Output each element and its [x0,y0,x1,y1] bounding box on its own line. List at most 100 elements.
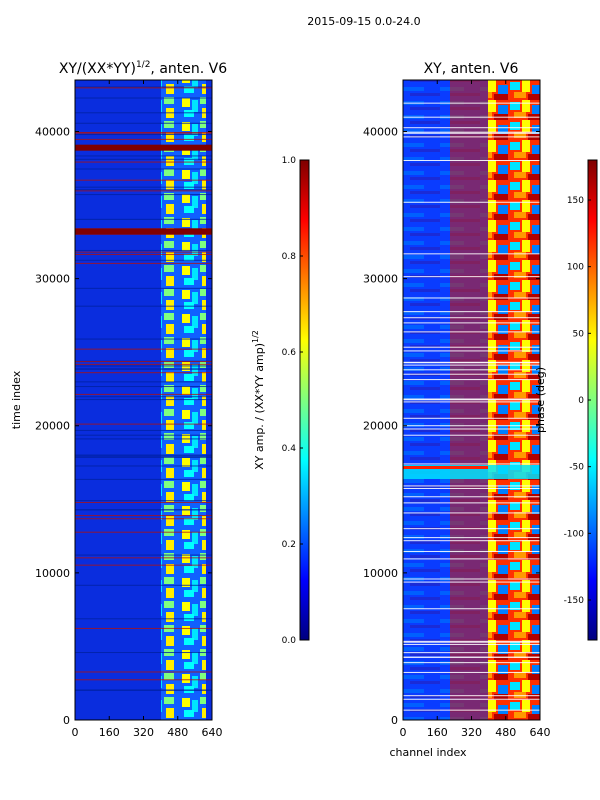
phase-row-line [403,540,540,542]
phase-colorbar-tick-label: 150 [567,196,584,206]
phase-y-tick-label: 0 [391,714,398,727]
amplitude-colorbar-ticks: 0.0 0.2 0.4 0.6 0.8 1.0 [282,156,303,646]
amplitude-row-line [75,249,212,251]
phase-colorbar-ticks: -150 -100 -50 0 50 100 150 [564,196,591,606]
amplitude-row-line [75,423,212,425]
phase-row-line [403,350,540,352]
amplitude-row-line [75,287,212,289]
phase-row-line [403,656,540,658]
phase-row-line [403,578,540,580]
amplitude-row-line [75,627,212,629]
phase-row-line [403,640,540,642]
phase-row-line [403,550,540,552]
phase-row-line [403,417,540,419]
phase-row-line [403,485,540,487]
phase-row-line [403,362,540,364]
amplitude-y-tick-label: 20000 [35,420,70,433]
phase-row-line [403,364,540,366]
phase-x-tick-label: 0 [400,726,407,739]
phase-y-tick-label: 30000 [363,273,398,286]
phase-colorbar-tick-label: 0 [578,396,584,406]
phase-row-line [403,311,540,313]
phase-colorbar-tick-label: 100 [567,263,584,273]
phase-y-tick-label: 40000 [363,125,398,138]
amplitude-y-tick-label: 0 [63,714,70,727]
phase-row-line [403,127,540,129]
amplitude-row-line [75,454,212,456]
amplitude-x-tick-label: 640 [202,726,223,739]
amplitude-row-line [75,338,212,340]
phase-row-line [403,398,540,400]
phase-row-line [403,662,540,664]
phase-xlabel: channel index [389,746,467,759]
amplitude-row-line [75,557,212,559]
phase-colorbar-tick-label: 50 [573,329,585,339]
amplitude-row-line [75,429,212,431]
phase-row-line [403,102,540,104]
amplitude-row-line [75,368,212,370]
amplitude-y-ticks: 0 10000 20000 30000 40000 [35,125,212,727]
amplitude-row-line [75,131,212,133]
phase-row-line [403,709,540,711]
amplitude-row-line [75,259,212,261]
phase-panel-title: XY, anten. V6 [424,61,519,77]
amplitude-row-line [75,399,212,401]
amplitude-row-line [75,438,212,440]
phase-row-line [403,537,540,539]
amplitude-row-line [75,361,212,363]
amplitude-row-line [75,501,212,503]
phase-heatmap [403,80,540,720]
amplitude-row-line [75,518,212,520]
amplitude-colorbar-tick-label: 0.6 [282,348,297,358]
amplitude-colorbar-tick-label: 1.0 [282,156,297,166]
amplitude-x-tick-label: 480 [167,726,188,739]
phase-row-line [403,641,540,643]
amplitude-row-line [75,305,212,307]
amplitude-row-line [75,251,212,253]
amplitude-row-line [75,386,212,388]
phase-row-line [403,401,540,403]
amplitude-row-line [75,381,212,383]
amplitude-row-line [75,218,212,220]
amplitude-row-line [75,194,212,196]
amplitude-row-line [75,179,212,181]
amplitude-row-line [75,509,212,511]
phase-colorbar-tick-label: -150 [564,596,585,606]
amplitude-row-line [75,363,212,365]
amplitude-row-line [75,348,212,350]
amplitude-row-line [75,189,212,191]
amplitude-ylabel: time index [10,370,23,429]
phase-row-line [403,132,540,134]
phase-row-line [403,369,540,371]
amplitude-x-tick-label: 0 [72,726,79,739]
phase-row-line [403,379,540,381]
amplitude-row-line [75,396,212,398]
amplitude-colorbar-gradient [299,159,310,641]
amplitude-colorbar-tick-label: 0.0 [282,636,297,646]
amplitude-row-line [75,134,212,136]
phase-row-line [403,331,540,333]
amplitude-row-line [75,155,212,157]
phase-x-tick-label: 480 [495,726,516,739]
amplitude-colorbar-tick-label: 0.2 [282,540,296,550]
amplitude-row-line [75,168,212,170]
amplitude-colorbar-tick-label: 0.4 [282,444,297,454]
phase-row-line [403,322,540,324]
amplitude-row-line [75,434,212,436]
amplitude-x-ticks: 0 160 320 480 640 [72,80,223,739]
amplitude-panel-title: XY/(XX*YY)1/2, anten. V6 [59,60,227,77]
amplitude-row-line [75,112,212,114]
amplitude-row-line [75,584,212,586]
phase-row-line [403,487,540,489]
amplitude-row-line [75,500,212,502]
amplitude-row-line [75,531,212,533]
amplitude-row-line [75,132,212,134]
amplitude-y-tick-label: 30000 [35,273,70,286]
phase-row-line [403,463,540,465]
amplitude-row-line [75,652,212,654]
phase-row-line [403,512,540,514]
amplitude-row-line [75,253,212,255]
amplitude-x-tick-label: 320 [133,726,154,739]
amplitude-row-line [75,465,212,467]
